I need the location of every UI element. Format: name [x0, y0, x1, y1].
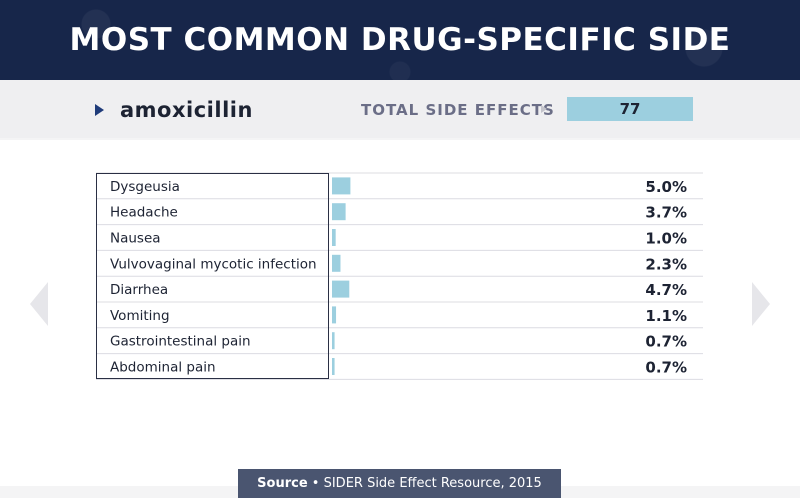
total-side-effects-label: TOTAL SIDE EFFECTS: [361, 101, 555, 119]
bar[interactable]: [332, 332, 335, 350]
drug-name[interactable]: amoxicillin: [120, 98, 253, 122]
category-label: Diarrhea: [110, 282, 168, 298]
bar[interactable]: [332, 229, 336, 246]
chart-panel: [0, 140, 800, 486]
value-label: 0.7%: [645, 359, 687, 377]
category-label: Vulvovaginal mycotic infection: [110, 256, 317, 272]
category-label: Abdominal pain: [110, 360, 216, 376]
total-side-effects-value: 77: [567, 97, 693, 121]
value-label: 5.0%: [645, 178, 687, 196]
value-label: 4.7%: [645, 281, 687, 299]
value-label: 3.7%: [645, 204, 687, 222]
value-label: 1.1%: [645, 307, 687, 325]
category-label: Gastrointestinal pain: [110, 334, 251, 350]
source-text: SIDER Side Effect Resource, 2015: [323, 476, 542, 491]
value-label: 0.7%: [645, 333, 687, 351]
category-label: Nausea: [110, 231, 161, 247]
bar[interactable]: [332, 306, 337, 324]
bar[interactable]: [332, 203, 346, 221]
bar[interactable]: [332, 177, 351, 195]
category-label: Dysgeusia: [110, 179, 180, 195]
source-footer: Source • SIDER Side Effect Resource, 201…: [238, 469, 561, 498]
value-label: 1.0%: [645, 230, 687, 248]
category-label: Headache: [110, 205, 178, 221]
chevron-right-nav-icon[interactable]: [752, 282, 770, 326]
header-banner: [0, 0, 800, 80]
bar[interactable]: [332, 358, 335, 375]
category-labels-frame: [96, 173, 329, 379]
bar[interactable]: [332, 280, 350, 298]
chevron-right-icon: [541, 105, 547, 113]
source-separator: •: [311, 476, 320, 491]
play-arrow-icon[interactable]: [95, 104, 104, 116]
category-label: Vomiting: [110, 308, 170, 324]
chevron-left-icon[interactable]: [30, 282, 48, 326]
source-label: Source: [257, 476, 308, 491]
bar[interactable]: [332, 254, 341, 272]
value-label: 2.3%: [645, 255, 687, 273]
